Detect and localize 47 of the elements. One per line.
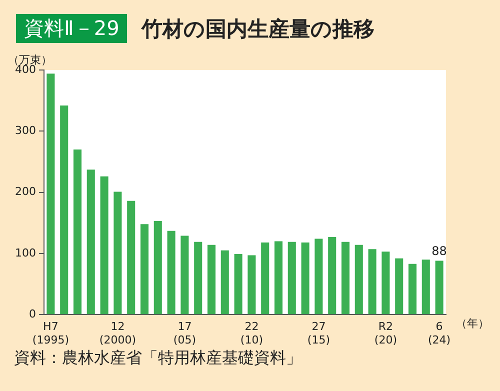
bar	[422, 260, 430, 314]
bar	[234, 254, 242, 314]
bar	[341, 242, 350, 314]
y-tick-label: 200	[14, 185, 36, 198]
bar	[100, 176, 108, 314]
bar	[274, 241, 283, 314]
bar	[354, 244, 363, 314]
bar	[46, 74, 55, 314]
text: 資料：農林水産省「特用林産基礎資料」	[14, 348, 302, 369]
x-tick-label: 22 (10)	[240, 320, 263, 346]
bar	[314, 238, 323, 314]
chart-subtitle: 資料Ⅱ－29	[16, 14, 128, 43]
bar	[435, 260, 444, 314]
bar	[248, 255, 256, 314]
bar	[261, 242, 270, 314]
y-tick-label: 100	[14, 246, 36, 260]
bar	[180, 236, 189, 314]
y-axis-title: （万束）	[8, 53, 52, 66]
chart-title: 竹材の国内生産量の推移	[141, 16, 374, 42]
bar	[328, 236, 336, 314]
data-label: 88	[432, 244, 447, 258]
x-tick-label: 12 (2000)	[99, 320, 136, 346]
y-tick-label: 0	[28, 307, 36, 320]
bar	[127, 200, 136, 314]
x-tick-label: 17 (05)	[173, 320, 196, 346]
bar	[140, 224, 149, 314]
x-tick-label: H7 (1995)	[32, 320, 69, 346]
bar	[114, 192, 122, 314]
bar	[73, 149, 82, 314]
bar	[382, 252, 390, 314]
bar	[395, 258, 404, 314]
y-tick-label: 300	[14, 124, 36, 138]
bar	[220, 250, 229, 314]
bar	[86, 170, 95, 314]
bar	[368, 249, 376, 314]
bar	[207, 244, 216, 314]
x-tick-label: 27 (15)	[307, 320, 330, 346]
bar	[60, 105, 68, 314]
bar	[194, 242, 202, 314]
x-tick-label: R2 (20)	[374, 320, 397, 346]
x-tick-label: 6 (24)	[428, 320, 451, 346]
bar	[301, 242, 310, 314]
x-axis-title: （年）	[456, 316, 489, 330]
bar	[288, 242, 296, 314]
bar	[167, 230, 176, 314]
bar	[154, 221, 162, 314]
bar	[408, 264, 417, 314]
